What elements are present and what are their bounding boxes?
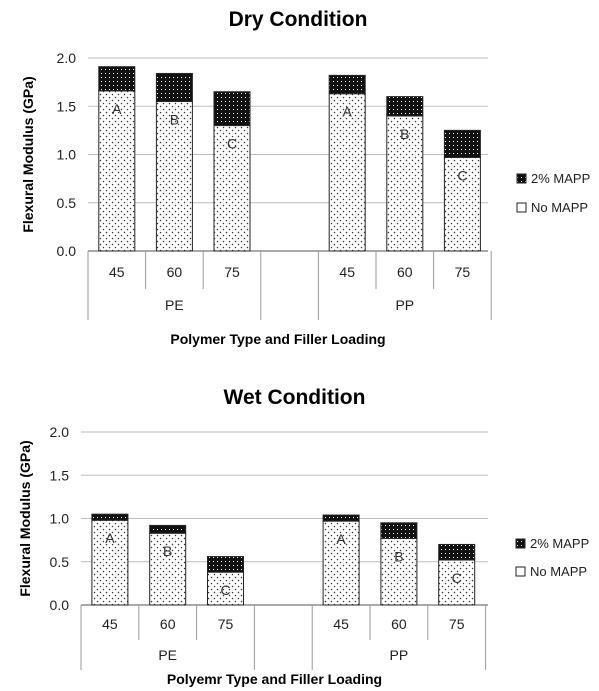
bar-letter-label: C (220, 582, 230, 598)
bar-no-mapp (91, 519, 129, 606)
bar-2pct-mapp (443, 129, 481, 158)
x-axis-label: Polymer Type and Filler Loading (170, 331, 385, 347)
bar-2pct-mapp (155, 72, 193, 102)
x-tick-label: 75 (218, 616, 234, 632)
bar-no-mapp (386, 115, 424, 252)
bar-no-mapp (328, 93, 366, 252)
y-tick-label: 0.5 (57, 195, 77, 211)
bar-no-mapp (322, 520, 360, 606)
chart-title: Wet Condition (224, 386, 366, 409)
y-tick-label: 1.5 (57, 98, 77, 114)
y-tick-label: 1.0 (57, 147, 77, 163)
bar-letter-label: B (163, 543, 172, 559)
bar-letter-label: A (105, 530, 115, 546)
bar-2pct-mapp (322, 514, 360, 522)
bar-letter-label: C (452, 570, 462, 586)
x-tick-label: 45 (339, 264, 355, 280)
chart-wet: Wet Condition 0.0 0.5 1.0 1.5 2.0 Flexural Mod… (17, 386, 589, 687)
legend: 2% MAPP No MAPP (515, 536, 589, 579)
x-group-label: PP (390, 647, 409, 663)
x-group-label: PP (395, 297, 414, 313)
y-tick-label: 2.0 (50, 424, 70, 440)
bar-letter-label: A (336, 531, 346, 547)
y-axis-label: Flexural Modulus (GPa) (17, 440, 33, 596)
x-tick-label: 45 (102, 616, 118, 632)
x-tick-label: 60 (391, 616, 407, 632)
bar-letter-label: C (457, 167, 467, 183)
bar-letter-label: B (394, 548, 403, 564)
legend-label-2pct-mapp: 2% MAPP (530, 536, 589, 551)
x-axis-label: Polyemr Type and Filler Loading (167, 671, 382, 687)
bar-2pct-mapp (207, 556, 244, 573)
y-tick-label: 1.0 (50, 511, 70, 527)
bar-2pct-mapp (213, 91, 251, 127)
bar-no-mapp (380, 537, 418, 606)
y-tick-label: 0.0 (50, 597, 70, 613)
legend-swatch-no-mapp (515, 566, 526, 577)
x-group-label: PE (158, 647, 177, 663)
chart-title: Dry Condition (229, 8, 368, 31)
bar-2pct-mapp (98, 66, 136, 92)
x-tick-label: 45 (109, 264, 125, 280)
y-axis-label: Flexural Modulus (GPa) (20, 76, 36, 232)
legend-label-no-mapp: No MAPP (531, 200, 588, 215)
bar-letter-label: B (400, 126, 409, 142)
legend: 2% MAPP No MAPP (516, 171, 590, 215)
x-tick-label: 75 (449, 616, 465, 632)
x-group-label: PE (165, 297, 184, 313)
bar-2pct-mapp (149, 524, 187, 534)
y-tick-label: 2.0 (57, 50, 77, 66)
legend-label-no-mapp: No MAPP (530, 564, 587, 579)
bar-letter-label: C (227, 136, 237, 152)
y-tick-label: 0.5 (50, 554, 70, 570)
bar-2pct-mapp (91, 513, 129, 521)
bar-no-mapp (443, 156, 481, 252)
y-tick-label: 1.5 (50, 467, 70, 483)
legend-swatch-2pct-mapp (515, 538, 526, 549)
x-tick-label: 60 (167, 264, 183, 280)
y-tick-label: 0.0 (57, 243, 77, 259)
bar-2pct-mapp (328, 74, 366, 95)
x-tick-label: 75 (224, 264, 240, 280)
x-tick-label: 60 (160, 616, 176, 632)
bar-letter-label: B (170, 111, 179, 127)
bar-letter-label: A (112, 101, 122, 117)
legend-label-2pct-mapp: 2% MAPP (531, 171, 590, 186)
bar-2pct-mapp (380, 522, 418, 539)
x-tick-label: 45 (333, 616, 349, 632)
bar-letter-label: A (343, 104, 353, 120)
bar-2pct-mapp (386, 96, 424, 117)
x-tick-label: 60 (397, 264, 413, 280)
chart-dry: Dry Condition 0.0 0.5 1.0 1.5 2.0 Flexural Mod… (20, 8, 590, 347)
legend-swatch-2pct-mapp (516, 173, 527, 184)
bar-2pct-mapp (438, 543, 476, 561)
x-tick-label: 75 (455, 264, 471, 280)
legend-swatch-no-mapp (516, 202, 527, 213)
